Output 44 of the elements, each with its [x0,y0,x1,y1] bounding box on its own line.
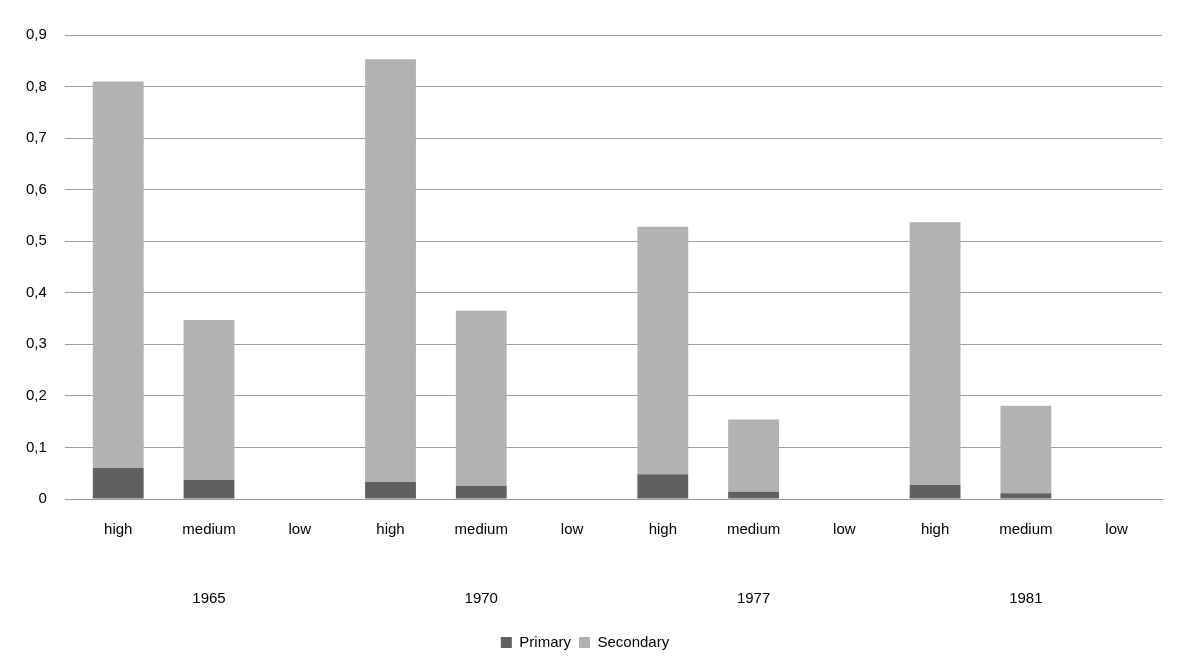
bar [1000,493,1052,499]
y-tick-label: 0,7 [25,128,47,146]
bar [637,474,689,499]
bar [909,485,961,499]
x-tick-label: high [920,520,950,538]
x-tick-label: low [833,520,856,538]
bar [455,486,507,499]
x-tick-label: high [376,520,405,538]
x-tick-label: medium [726,520,781,538]
bar [365,481,416,499]
y-tick-label: 0,6 [25,179,47,197]
bar [365,59,416,482]
y-tick-label: 0,9 [25,25,47,43]
y-tick-label: 0,2 [25,386,47,404]
x-tick-label: medium [999,520,1053,538]
x-tick-label: high [648,520,677,538]
text: 1970 [464,589,498,607]
y-tick-label: 0,5 [25,231,47,249]
text: 1981 [1009,589,1043,607]
legend-label: Secondary [597,632,670,650]
y-tick-label: 0,3 [25,334,47,352]
text: 1965 [192,589,226,607]
bar [728,491,779,499]
legend-label: Primary [519,632,572,650]
y-tick-label: 0 [38,489,47,507]
x-tick-label: high [104,520,133,538]
bar [183,479,235,499]
x-tick-label: low [560,520,584,538]
bar [92,468,144,499]
y-tick-label: 0,1 [25,437,47,455]
bar [92,81,144,469]
x-tick-label: medium [454,520,508,538]
y-tick-label: 0,4 [25,282,47,300]
y-tick-label: 0,8 [25,76,47,94]
bar [909,222,961,486]
bar [1000,405,1052,494]
x-tick-label: low [1105,520,1129,538]
bar [637,226,689,475]
bar [455,310,507,487]
x-tick-label: low [288,520,312,538]
x-tick-label: medium [182,520,236,538]
bar [728,419,779,492]
text: 1977 [736,589,771,607]
bar [183,320,235,480]
